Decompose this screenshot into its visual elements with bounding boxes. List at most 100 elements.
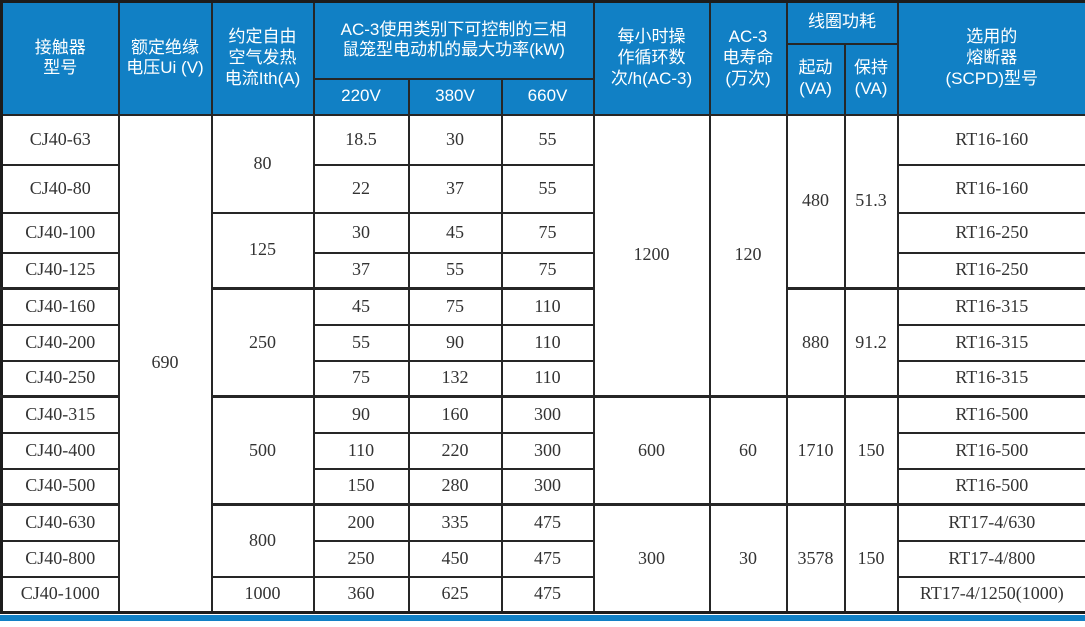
cell-fuse: RT17-4/1250(1000) [896,575,1085,614]
table-row: CJ40-1000 1000 360 625 475 RT17-4/1250(1… [0,575,1085,614]
cell-coil-start: 880 [785,287,846,398]
cell-fuse: RT16-500 [896,467,1085,506]
cell-electrical-life: 60 [708,395,788,506]
cell-ith: 125 [210,211,315,290]
cell-kw-220: 250 [312,539,410,578]
col-header-coil-consumption-group: 线圈功耗 [785,0,899,45]
table-row: CJ40-400 110 220 300 RT16-500 [0,431,1085,470]
cell-coil-start: 3578 [785,503,846,614]
table-row: CJ40-200 55 90 110 RT16-315 [0,323,1085,362]
cell-kw-660: 55 [500,113,595,166]
cell-fuse: RT16-250 [896,251,1085,290]
cell-fuse: RT16-315 [896,359,1085,398]
table-row: CJ40-315 500 90 160 300 600 60 1710 150 … [0,395,1085,506]
table-row: CJ40-500 150 280 300 RT16-500 [0,467,1085,506]
cell-ith: 80 [210,113,315,214]
cell-kw-220: 360 [312,575,410,614]
cell-kw-380: 45 [407,211,503,254]
cell-kw-380: 625 [407,575,503,614]
cell-kw-660: 110 [500,287,595,326]
cell-fuse: RT16-500 [896,431,1085,470]
cell-kw-660: 75 [500,251,595,290]
cell-kw-380: 160 [407,395,503,434]
cell-ith: 800 [210,503,315,578]
cell-model: CJ40-400 [0,431,120,470]
col-header-coil-start: 起动 (VA) [785,42,846,116]
table-row: CJ40-125 37 55 75 RT16-250 [0,251,1085,290]
cell-model: CJ40-160 [0,287,120,326]
cell-kw-660: 110 [500,323,595,362]
col-header-thermal-current: 约定自由 空气发热 电流Ith(A) [210,0,315,116]
cell-kw-220: 30 [312,211,410,254]
cell-kw-380: 220 [407,431,503,470]
cell-coil-hold: 91.2 [843,287,899,398]
col-header-fuse-model: 选用的 熔断器 (SCPD)型号 [896,0,1085,116]
col-header-electrical-life: AC-3 电寿命 (万次) [708,0,788,116]
cell-kw-660: 300 [500,467,595,506]
table-row: CJ40-800 250 450 475 RT17-4/800 [0,539,1085,578]
table-row: CJ40-100 125 30 45 75 RT16-250 [0,211,1085,290]
cell-kw-660: 475 [500,539,595,578]
contactor-spec-table: 接触器 型号 额定绝缘 电压Ui (V) 约定自由 空气发热 电流Ith(A) … [0,0,1085,614]
table-row: CJ40-630 800 200 335 475 300 30 3578 150… [0,503,1085,614]
cell-kw-220: 55 [312,323,410,362]
cell-fuse: RT16-160 [896,113,1085,166]
cell-fuse: RT16-315 [896,287,1085,326]
cell-kw-380: 132 [407,359,503,398]
cell-model: CJ40-630 [0,503,120,542]
cell-kw-380: 30 [407,113,503,166]
cell-model: CJ40-100 [0,211,120,254]
cell-model: CJ40-125 [0,251,120,290]
cell-kw-380: 90 [407,323,503,362]
cell-fuse: RT17-4/630 [896,503,1085,542]
cell-model: CJ40-800 [0,539,120,578]
cell-ops-per-hour: 300 [592,503,711,614]
cell-coil-hold: 150 [843,503,899,614]
cell-kw-220: 90 [312,395,410,434]
col-header-660v: 660V [500,77,595,116]
cell-ops-per-hour: 600 [592,395,711,506]
cell-kw-220: 200 [312,503,410,542]
cell-rated-voltage: 690 [117,113,213,614]
cell-kw-660: 475 [500,575,595,614]
cell-model: CJ40-200 [0,323,120,362]
cell-model: CJ40-250 [0,359,120,398]
cell-model: CJ40-1000 [0,575,120,614]
cell-ith: 250 [210,287,315,398]
col-header-contactor-model: 接触器 型号 [0,0,120,116]
cell-coil-hold: 150 [843,395,899,506]
cell-kw-220: 75 [312,359,410,398]
cell-kw-660: 75 [500,211,595,254]
cell-fuse: RT16-160 [896,163,1085,214]
cell-model: CJ40-315 [0,395,120,434]
cell-ith: 1000 [210,575,315,614]
cell-kw-660: 475 [500,503,595,542]
cell-kw-660: 55 [500,163,595,214]
col-header-max-power-group: AC-3使用类别下可控制的三相 鼠笼型电动机的最大功率(kW) [312,0,595,80]
cell-kw-220: 45 [312,287,410,326]
cell-kw-220: 18.5 [312,113,410,166]
table-row: CJ40-160 250 45 75 110 880 91.2 RT16-315 [0,287,1085,398]
col-header-220v: 220V [312,77,410,116]
cell-fuse: RT17-4/800 [896,539,1085,578]
cell-kw-380: 335 [407,503,503,542]
cell-model: CJ40-80 [0,163,120,214]
cell-kw-660: 110 [500,359,595,398]
cell-fuse: RT16-315 [896,323,1085,362]
cell-electrical-life: 120 [708,113,788,398]
cell-kw-220: 37 [312,251,410,290]
table-row: CJ40-63 690 80 18.5 30 55 1200 120 480 5… [0,113,1085,614]
cell-ith: 500 [210,395,315,506]
cell-kw-220: 150 [312,467,410,506]
cell-fuse: RT16-250 [896,211,1085,254]
cell-kw-380: 37 [407,163,503,214]
cell-coil-start: 1710 [785,395,846,506]
col-header-380v: 380V [407,77,503,116]
col-header-insulation-voltage: 额定绝缘 电压Ui (V) [117,0,213,116]
cell-kw-380: 75 [407,287,503,326]
col-header-operating-cycles: 每小时操 作循环数 次/h(AC-3) [592,0,711,116]
cell-kw-660: 300 [500,431,595,470]
cell-kw-380: 450 [407,539,503,578]
cell-coil-hold: 51.3 [843,113,899,290]
cell-model: CJ40-63 [0,113,120,166]
